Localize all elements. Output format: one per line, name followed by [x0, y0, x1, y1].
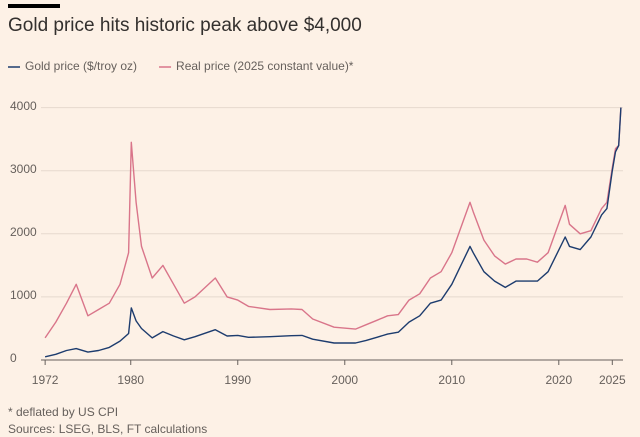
x-tick-label: 1972	[32, 373, 59, 387]
source: Sources: LSEG, BLS, FT calculations	[8, 422, 207, 436]
y-tick-label: 3000	[10, 162, 37, 176]
x-tick-label: 1980	[117, 373, 144, 387]
series-line	[44, 107, 622, 339]
footnote: * deflated by US CPI	[8, 405, 118, 419]
x-tick-label: 1990	[224, 373, 251, 387]
legend-label: Gold price ($/troy oz)	[25, 59, 137, 73]
x-tick-label: 2000	[331, 373, 358, 387]
x-tick-label: 2010	[438, 373, 465, 387]
y-tick-label: 4000	[10, 99, 37, 113]
y-tick-label: 0	[10, 351, 17, 365]
legend-label: Real price (2025 constant value)*	[176, 59, 354, 73]
series-line	[44, 107, 622, 358]
y-tick-label: 2000	[10, 225, 37, 239]
y-tick-label: 1000	[10, 288, 37, 302]
brand-bar	[8, 4, 60, 8]
x-tick-label: 2020	[545, 373, 572, 387]
chart-title: Gold price hits historic peak above $4,0…	[8, 15, 362, 36]
x-tick-label: 2025	[599, 373, 626, 387]
